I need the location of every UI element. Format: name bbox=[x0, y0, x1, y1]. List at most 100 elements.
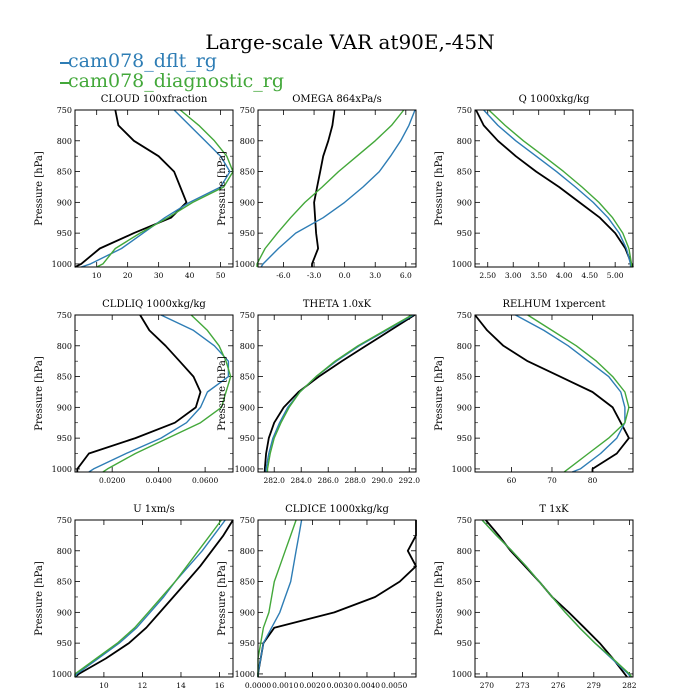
x-tick-label: 70 bbox=[547, 476, 557, 485]
panel-frame bbox=[474, 109, 634, 268]
y-tick-label: 950 bbox=[457, 229, 472, 238]
y-tick-label: 750 bbox=[57, 311, 72, 320]
y-tick-label: 1000 bbox=[452, 670, 472, 679]
y-tick-label: 800 bbox=[240, 342, 255, 351]
series-line-diagnostic bbox=[96, 109, 234, 268]
panel-5: RELHUM 1xpercent Pressure [hPa] 750 800 850 9… bbox=[434, 299, 634, 485]
y-tick-label: 900 bbox=[457, 403, 472, 412]
x-tick-label: 10 bbox=[92, 271, 102, 280]
x-tick-label: 3.50 bbox=[530, 271, 547, 280]
y-axis-label: Pressure [hPa] bbox=[434, 151, 445, 226]
panel-0: CLOUD 100xfraction Pressure [hPa] 750 800 85… bbox=[34, 94, 234, 280]
series-line-diagnostic bbox=[74, 519, 222, 677]
panel-8: T 1xK Pressure [hPa] 750 800 850 900 950 1000 27… bbox=[434, 504, 637, 690]
y-axis-label: Pressure [hPa] bbox=[34, 151, 45, 226]
y-tick-label: 850 bbox=[240, 168, 255, 177]
panel-title: THETA 1.0xK bbox=[303, 299, 372, 310]
legend-entry-dflt: cam078_dflt_rg bbox=[60, 50, 217, 72]
y-axis-label: Pressure [hPa] bbox=[434, 561, 445, 636]
x-tick-label: 3.00 bbox=[505, 271, 522, 280]
y-tick-label: 1000 bbox=[52, 260, 72, 269]
x-tick-label: 80 bbox=[588, 476, 598, 485]
x-tick-label: 0.0200 bbox=[99, 476, 125, 485]
y-axis-label: Pressure [hPa] bbox=[34, 561, 45, 636]
y-tick-label: 850 bbox=[240, 373, 255, 382]
x-tick-label: 0.0020 bbox=[299, 681, 325, 690]
y-tick-label: 900 bbox=[240, 608, 255, 617]
x-tick-label: 2.50 bbox=[479, 271, 496, 280]
legend-swatch-diagnostic bbox=[60, 82, 70, 84]
y-tick-label: 900 bbox=[240, 403, 255, 412]
y-tick-label: 800 bbox=[457, 342, 472, 351]
panel-title: RELHUM 1xpercent bbox=[502, 299, 605, 310]
y-tick-label: 950 bbox=[240, 229, 255, 238]
x-tick-label: 0.0000 bbox=[245, 681, 271, 690]
x-tick-label: 286.0 bbox=[317, 476, 339, 485]
x-tick-label: 276 bbox=[551, 681, 566, 690]
y-tick-label: 850 bbox=[57, 578, 72, 587]
series-line-dflt bbox=[257, 519, 303, 677]
y-tick-label: 850 bbox=[57, 168, 72, 177]
y-tick-label: 900 bbox=[57, 608, 72, 617]
x-tick-label: 270 bbox=[480, 681, 495, 690]
x-tick-label: 0.0030 bbox=[327, 681, 353, 690]
y-tick-label: 850 bbox=[457, 168, 472, 177]
x-tick-label: 16 bbox=[215, 681, 225, 690]
chart-main-title: Large-scale VAR at90E,-45N bbox=[205, 30, 495, 54]
series-line-control bbox=[74, 519, 234, 678]
y-axis-label: Pressure [hPa] bbox=[217, 561, 228, 636]
panel-title: OMEGA 864xPa/s bbox=[292, 94, 382, 105]
x-tick-label: 273 bbox=[515, 681, 530, 690]
x-tick-label: 6.0 bbox=[400, 271, 412, 280]
panel-2: Q 1000xkg/kg Pressure [hPa] 750 800 850 900 95… bbox=[434, 94, 634, 280]
panel-frame bbox=[474, 519, 634, 678]
series-line-dflt bbox=[74, 519, 226, 678]
y-tick-label: 750 bbox=[57, 106, 72, 115]
y-tick-label: 750 bbox=[57, 516, 72, 525]
y-tick-label: 750 bbox=[457, 106, 472, 115]
x-tick-label: 0.0600 bbox=[192, 476, 218, 485]
x-tick-label: -3.0 bbox=[307, 271, 322, 280]
series-line-dflt bbox=[483, 109, 632, 267]
y-tick-label: 950 bbox=[240, 434, 255, 443]
y-axis-label: Pressure [hPa] bbox=[217, 151, 228, 226]
y-tick-label: 950 bbox=[57, 229, 72, 238]
x-tick-label: 0.0400 bbox=[146, 476, 172, 485]
x-tick-label: 4.00 bbox=[556, 271, 573, 280]
series-line-diagnostic bbox=[481, 519, 633, 678]
x-tick-label: 0.0050 bbox=[381, 681, 407, 690]
panel-6: U 1xm/s Pressure [hPa] 750 800 850 900 950 1000… bbox=[34, 504, 234, 690]
y-tick-label: 800 bbox=[240, 547, 255, 556]
y-tick-label: 1000 bbox=[235, 670, 255, 679]
x-tick-label: 290.0 bbox=[371, 476, 393, 485]
x-tick-label: 10 bbox=[99, 681, 109, 690]
y-tick-label: 850 bbox=[240, 578, 255, 587]
panel-frame bbox=[74, 519, 234, 678]
series-line-dflt bbox=[80, 109, 231, 268]
x-tick-label: 50 bbox=[216, 271, 226, 280]
panel-frame bbox=[257, 314, 417, 473]
series-line-diagnostic bbox=[102, 314, 232, 473]
y-tick-label: 750 bbox=[240, 311, 255, 320]
y-tick-label: 900 bbox=[457, 608, 472, 617]
panel-frame bbox=[74, 109, 234, 268]
series-line-diagnostic bbox=[527, 314, 630, 473]
x-tick-label: 282 bbox=[622, 681, 637, 690]
x-tick-label: 292.0 bbox=[399, 476, 421, 485]
x-tick-label: 3.0 bbox=[369, 271, 381, 280]
y-tick-label: 900 bbox=[57, 403, 72, 412]
series-line-control bbox=[257, 520, 417, 677]
x-tick-label: 60 bbox=[507, 476, 517, 485]
series-line-diagnostic bbox=[488, 109, 633, 267]
y-tick-label: 1000 bbox=[452, 260, 472, 269]
series-line-control bbox=[474, 314, 630, 472]
y-tick-label: 850 bbox=[457, 373, 472, 382]
x-tick-label: 0.0010 bbox=[272, 681, 298, 690]
panel-1: OMEGA 864xPa/s Pressure [hPa] 750 800 850 900… bbox=[217, 94, 417, 280]
series-line-control bbox=[263, 314, 416, 472]
series-line-control bbox=[74, 109, 188, 268]
y-tick-label: 800 bbox=[57, 547, 72, 556]
y-tick-label: 1000 bbox=[235, 260, 255, 269]
panel-title: T 1xK bbox=[539, 504, 569, 515]
panel-title: U 1xm/s bbox=[133, 504, 175, 515]
